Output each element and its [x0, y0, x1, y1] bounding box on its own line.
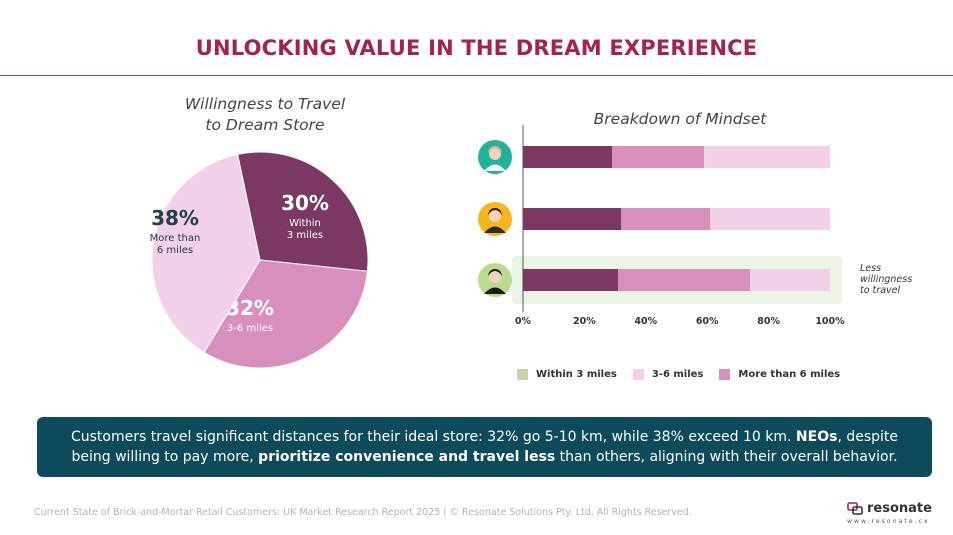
callout-bold-2: prioritize convenience and travel less	[258, 449, 556, 465]
annotation-line-2: willingness	[860, 274, 913, 285]
x-tick-label: 0%	[515, 316, 532, 327]
pie-title-line-2: to Dream Store	[205, 116, 325, 134]
x-tick-label: 20%	[573, 316, 596, 327]
x-tick-label: 80%	[757, 316, 780, 327]
logo-url: www.resonate.cx	[847, 518, 930, 525]
slide-title: UNLOCKING VALUE IN THE DREAM EXPERIENCE	[195, 36, 758, 60]
bar-segment	[618, 269, 751, 291]
legend-item-3-6: 3-6 miles	[632, 368, 704, 380]
title-divider	[0, 75, 953, 76]
annotation-line-1: Less	[860, 263, 882, 274]
annotation-line-3: to travel	[860, 285, 901, 296]
legend-item-within-3: Within 3 miles	[517, 368, 617, 380]
callout-bold-1: NEOs	[795, 429, 838, 445]
woman-avatar-icon	[478, 140, 512, 174]
callout-text: Customers travel significant distances f…	[50, 427, 920, 467]
pie-slice-value: 30%	[281, 191, 329, 215]
pie-slice-label: 6 miles	[157, 245, 193, 256]
legend-swatch	[632, 368, 644, 380]
legend-item-more-6: More than 6 miles	[719, 368, 841, 380]
bar-segment	[704, 146, 830, 168]
bar-segment	[523, 146, 613, 168]
footer-text: Current State of Brick-and-Mortar Retail…	[34, 507, 692, 518]
travel-annotation: Less willingness to travel	[860, 263, 940, 296]
bar-chart-title: Breakdown of Mindset	[593, 110, 767, 128]
man-avatar-icon	[478, 202, 512, 236]
bar-segment	[523, 208, 622, 230]
pie-slice-label: More than	[150, 233, 201, 244]
pie-slice-label: Within	[289, 218, 321, 229]
x-tick-label: 60%	[696, 316, 719, 327]
legend-swatch	[719, 368, 731, 380]
x-tick-label: 40%	[634, 316, 657, 327]
stacked-bar-chart: 0% 20% 40% 60% 80% 100%	[478, 125, 845, 327]
pie-slice-label: 3-6 miles	[227, 323, 273, 334]
bar-segment	[621, 208, 711, 230]
pie-slice-value: 38%	[151, 206, 199, 230]
bar-segment	[523, 269, 619, 291]
bar-segment	[750, 269, 830, 291]
logo-wordmark: resonate	[867, 501, 932, 516]
bar-segment	[612, 146, 705, 168]
callout-part-2: , despite being willing to pay more,	[71, 429, 899, 465]
callout-part-3: than others, aligning with their overall…	[555, 449, 898, 465]
pie-slice	[203, 259, 368, 369]
pie-slice	[236, 151, 369, 272]
pie-title-line-1: Willingness to Travel	[184, 95, 346, 113]
pie-chart-title: Willingness to Travel to Dream Store	[150, 94, 380, 136]
pie-slice	[151, 153, 261, 354]
bar-legend: Within 3 miles 3-6 miles More than 6 mil…	[517, 366, 856, 382]
legend-label: 3-6 miles	[651, 368, 704, 380]
legend-swatch	[517, 368, 528, 380]
legend-label: Within 3 miles	[536, 368, 617, 380]
x-tick-label: 100%	[815, 316, 845, 327]
legend-label: More than 6 miles	[738, 368, 841, 380]
bar-segment	[710, 208, 830, 230]
resonate-logo-icon	[847, 502, 863, 515]
insight-callout: Customers travel significant distances f…	[37, 417, 932, 477]
curly-hair-avatar-icon	[478, 263, 512, 297]
callout-part-1: Customers travel significant distances f…	[70, 429, 796, 445]
pie-slice-label: 3 miles	[287, 230, 323, 241]
